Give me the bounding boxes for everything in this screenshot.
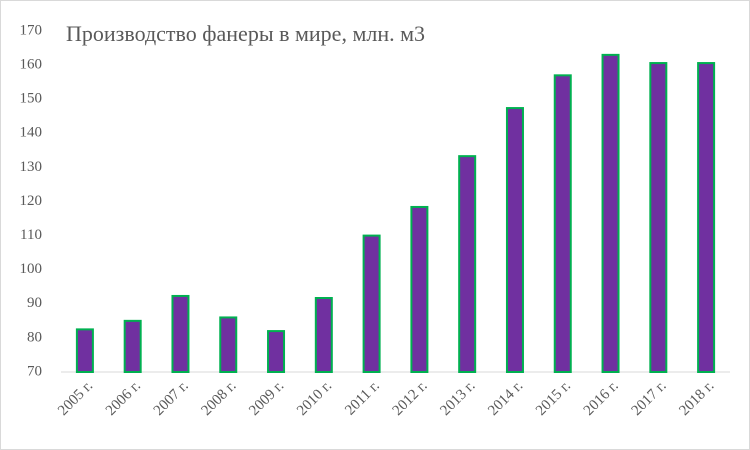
y-tick-label: 130 bbox=[20, 159, 43, 175]
y-tick-label: 160 bbox=[20, 57, 43, 73]
bar bbox=[75, 328, 94, 373]
y-tick-label: 170 bbox=[20, 22, 43, 38]
bar bbox=[219, 316, 238, 374]
bar bbox=[649, 62, 668, 374]
y-tick-label: 70 bbox=[27, 363, 42, 379]
bar bbox=[410, 205, 429, 373]
bar bbox=[123, 319, 142, 374]
bar bbox=[697, 62, 716, 374]
bar bbox=[314, 297, 333, 373]
y-tick-label: 80 bbox=[27, 329, 42, 345]
bar bbox=[362, 234, 381, 373]
y-tick-label: 150 bbox=[20, 91, 43, 107]
y-tick-label: 110 bbox=[20, 227, 42, 243]
bar bbox=[505, 107, 524, 373]
y-tick-label: 120 bbox=[20, 193, 43, 209]
bar bbox=[553, 74, 572, 374]
y-tick-label: 140 bbox=[20, 125, 43, 141]
bar bbox=[267, 330, 286, 373]
chart-title: Производство фанеры в мире, млн. м3 bbox=[66, 21, 425, 46]
bar bbox=[171, 294, 190, 373]
y-tick-label: 90 bbox=[27, 295, 42, 311]
y-tick-label: 100 bbox=[20, 261, 43, 277]
bar bbox=[601, 53, 620, 374]
bar bbox=[458, 155, 477, 373]
